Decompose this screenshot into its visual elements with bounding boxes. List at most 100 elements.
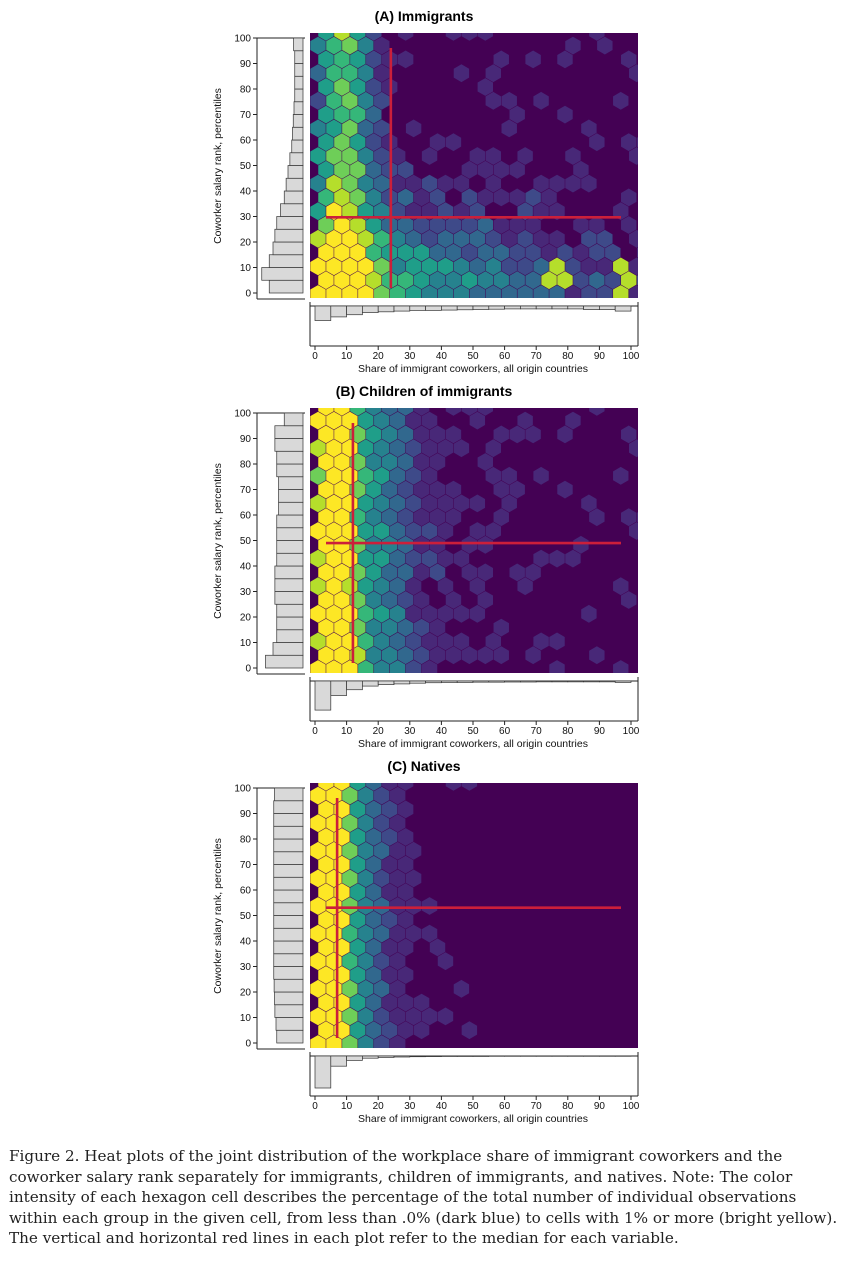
hexbin-cell	[318, 50, 334, 69]
hexbin-cell	[429, 563, 446, 582]
x-tick-label: 0	[312, 1101, 318, 1112]
hexbin-cell	[485, 439, 501, 458]
hexbin-cell	[525, 243, 541, 262]
hexbin-cell	[342, 660, 358, 673]
y-tick-label: 100	[234, 34, 251, 45]
y-hist-bar	[278, 501, 304, 516]
x-hist-bar	[488, 305, 505, 310]
chart-panel-3: (C) Natives0102030405060708090100Coworke…	[212, 758, 640, 1125]
hexbin-cell	[621, 133, 637, 152]
hexbin-cell	[366, 480, 382, 499]
hexbin-cell	[437, 257, 454, 276]
hexbin-cell	[366, 271, 382, 290]
hexbin-cell	[613, 577, 629, 596]
chart-title: (A) Immigrants	[375, 8, 474, 24]
hexbin-cell	[310, 786, 326, 805]
hexbin-cell	[636, 137, 638, 148]
x-hist-bar	[456, 680, 474, 683]
y-hist-bar	[274, 425, 304, 439]
y-tick-label: 0	[245, 664, 251, 675]
hexbin-cell	[318, 188, 334, 207]
x-hist-bar	[377, 305, 395, 313]
hexbin-cell	[334, 271, 350, 290]
hexbin-cell	[421, 494, 438, 513]
hexbin-cell	[413, 216, 430, 234]
x-hist-bar	[535, 680, 553, 683]
hexbin-cell	[621, 508, 637, 527]
hexbin-cell	[421, 604, 438, 623]
x-tick-label: 20	[373, 1101, 385, 1112]
hexbin-cell	[517, 147, 533, 165]
hexbin-cell	[342, 1035, 358, 1048]
hexbin-cell	[326, 91, 342, 110]
hexbin-cell	[374, 1007, 390, 1026]
hexbin-cell	[342, 257, 358, 276]
x-tick-label: 80	[562, 351, 574, 362]
y-hist-bar	[292, 126, 304, 141]
hexbin-cell	[334, 50, 350, 69]
hexbin-cell	[326, 632, 342, 651]
hexbin-cell	[389, 869, 406, 888]
hexbin-cell	[405, 604, 422, 623]
hexbin-cell	[469, 257, 486, 276]
hexbin-cell	[397, 783, 414, 791]
x-hist-bar	[567, 680, 584, 683]
hexbin-cell	[469, 604, 486, 623]
x-hist-bar	[425, 1055, 442, 1057]
y-hist-bar	[285, 177, 304, 192]
hexbin-cell	[445, 408, 462, 416]
hexbin-cell	[382, 783, 398, 791]
hexbin-cell	[350, 783, 366, 791]
hexbin-cell	[318, 271, 334, 290]
y-hist-bar	[274, 1004, 304, 1018]
hexbin-cell	[437, 549, 454, 568]
hexbin-cell	[374, 229, 390, 248]
hexbin-cell	[310, 814, 326, 833]
x-hist-bar	[362, 1055, 379, 1059]
hexbin-cell	[509, 160, 525, 179]
figure: (A) Immigrants0102030405060708090100Cowo…	[212, 8, 640, 1125]
hexbin-cell	[334, 216, 350, 234]
hexbin-cell	[358, 979, 374, 998]
hexbin-cell	[366, 133, 382, 152]
hexbin-cell	[397, 50, 414, 69]
y-tick-label: 80	[240, 835, 252, 846]
hexbin-cell	[613, 285, 629, 298]
x-hist-bar	[393, 1055, 411, 1058]
hexbin-cell	[326, 147, 342, 165]
hexbin-cell	[366, 800, 382, 819]
y-hist-bar	[294, 50, 304, 64]
y-hist-bar	[276, 463, 304, 478]
hexbin-cell	[326, 1035, 342, 1048]
hexbin-cell	[405, 439, 422, 458]
y-tick-label: 30	[240, 587, 252, 598]
y-tick-label: 10	[240, 638, 252, 649]
hexbin-cell	[429, 216, 446, 234]
hexbin-cell	[405, 1007, 422, 1026]
x-tick-label: 40	[436, 726, 448, 737]
y-hist-bar	[283, 190, 304, 205]
y-tick-label: 50	[240, 161, 252, 172]
hexbin-cell	[445, 591, 462, 609]
hexbin-cell	[358, 36, 374, 55]
x-hist-bar	[330, 1055, 347, 1067]
hexbin-cell	[382, 425, 398, 444]
y-hist-bar	[276, 1029, 304, 1044]
hexbin-cell	[469, 202, 486, 221]
hexbin-cell	[310, 924, 326, 943]
hexbin-cell	[517, 229, 533, 248]
hexbin-cell	[565, 36, 581, 55]
x-hist-bar	[377, 1055, 395, 1058]
y-hist-bar	[273, 953, 304, 967]
hexbin-cell	[557, 480, 573, 499]
hexbin-cell	[342, 147, 358, 165]
y-tick-label: 30	[240, 962, 252, 973]
x-tick-label: 100	[623, 1101, 640, 1112]
hexbin-cell	[405, 411, 422, 430]
hexbin-cell	[613, 466, 629, 485]
hexbin-cell	[453, 174, 470, 193]
hexbin-cell	[382, 591, 398, 609]
hexbin-cell	[318, 243, 334, 262]
hexbin-cell	[421, 466, 438, 485]
hexbin-cell	[461, 783, 478, 791]
